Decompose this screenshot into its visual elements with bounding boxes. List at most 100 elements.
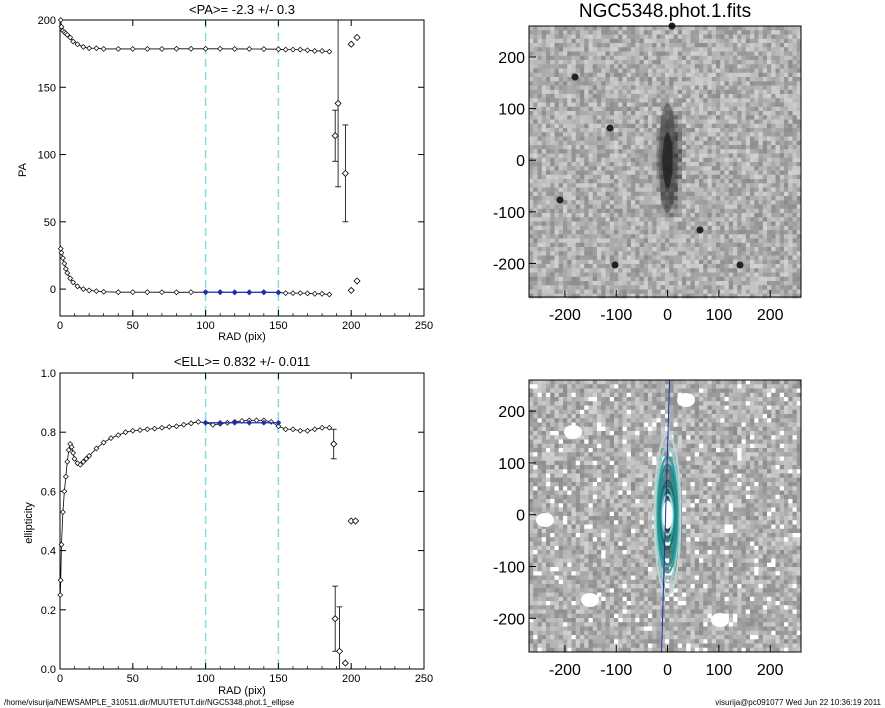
galaxy-pixel (792, 85, 798, 91)
galaxy-pixel (571, 200, 577, 205)
galaxy-pixel (767, 200, 772, 205)
galaxy-pixel (750, 128, 755, 133)
galaxy-pixel (694, 51, 700, 57)
iso-pixel (546, 426, 551, 432)
iso-pixel (550, 635, 555, 640)
galaxy-pixel (784, 157, 789, 163)
galaxy-pixel (618, 89, 623, 95)
galaxy-pixel (656, 183, 662, 188)
galaxy-pixel (737, 98, 742, 103)
galaxy-pixel (541, 119, 547, 125)
galaxy-pixel (686, 89, 691, 95)
galaxy-pixel (652, 30, 657, 35)
iso-pixel (537, 452, 543, 457)
galaxy-pixel (584, 85, 589, 91)
galaxy-pixel (699, 293, 704, 299)
pa-point (58, 249, 65, 256)
galaxy-pixel (580, 119, 585, 125)
iso-pixel (558, 409, 564, 415)
galaxy-pixel (631, 221, 636, 227)
galaxy-pixel (720, 264, 725, 269)
galaxy-pixel (754, 30, 759, 35)
galaxy-star (611, 261, 619, 269)
galaxy-pixel (537, 43, 543, 48)
galaxy-pixel (575, 259, 581, 265)
galaxy-pixel (643, 213, 649, 218)
galaxy-pixel (656, 174, 662, 180)
galaxy-pixel (694, 208, 700, 214)
iso-pixel (533, 431, 538, 436)
galaxy-pixel (707, 140, 713, 146)
galaxy-pixel (716, 170, 721, 176)
galaxy-pixel (622, 217, 628, 222)
galaxy-pixel (626, 136, 632, 142)
galaxy-pixel (605, 238, 611, 244)
galaxy-pixel (643, 111, 649, 116)
galaxy-pixel (733, 281, 738, 286)
galaxy-pixel (779, 94, 785, 99)
galaxy-pixel (648, 85, 653, 91)
galaxy-pixel (771, 174, 776, 180)
galaxy-pixel (677, 153, 683, 159)
galaxy-pixel (652, 64, 657, 69)
galaxy-pixel (618, 153, 623, 159)
galaxy-pixel (775, 72, 781, 78)
galaxy-pixel (728, 145, 734, 150)
galaxy-pixel (546, 132, 551, 137)
galaxy-pixel (690, 30, 696, 35)
galaxy-pixel (554, 196, 560, 201)
iso-pixel (554, 571, 560, 576)
galaxy-pixel (762, 281, 768, 286)
galaxy-pixel (550, 123, 555, 129)
galaxy-pixel (758, 179, 764, 184)
galaxy-pixel (597, 230, 602, 235)
galaxy-pixel (669, 30, 674, 35)
galaxy-pixel (724, 149, 730, 154)
galaxy-pixel (711, 162, 717, 167)
galaxy-pixel (750, 72, 755, 78)
galaxy-pixel (537, 111, 543, 116)
pa-point (202, 45, 209, 52)
galaxy-pixel (699, 68, 704, 74)
iso-pixel (563, 482, 568, 487)
galaxy-pixel (618, 196, 623, 201)
galaxy-pixel (601, 123, 606, 129)
galaxy-pixel (652, 213, 657, 218)
galaxy-pixel (652, 276, 657, 282)
galaxy-pixel (546, 38, 551, 44)
galaxy-pixel (724, 162, 730, 167)
galaxy-pixel (711, 259, 717, 265)
galaxy-pixel (567, 47, 572, 52)
iso-pixel (541, 584, 547, 589)
galaxy-pixel (733, 191, 738, 197)
iso-pixel (537, 443, 543, 449)
galaxy-pixel (767, 94, 772, 99)
galaxy-pixel (592, 38, 598, 44)
galaxy-pixel (771, 140, 776, 146)
galaxy-pixel (639, 106, 645, 112)
iso-pixel (563, 435, 568, 440)
galaxy-pixel (690, 196, 696, 201)
galaxy-pixel (575, 170, 581, 176)
galaxy-pixel (737, 34, 742, 40)
galaxy-pixel (626, 213, 632, 218)
galaxy-pixel (660, 251, 666, 256)
galaxy-pixel (660, 268, 666, 273)
galaxy-pixel (580, 132, 585, 137)
galaxy-pixel (601, 68, 606, 74)
galaxy-pixel (618, 106, 623, 112)
galaxy-pixel (660, 242, 666, 248)
galaxy-pixel (588, 89, 594, 95)
galaxy-pixel (550, 234, 555, 239)
galaxy-pixel (724, 285, 730, 290)
galaxy-pixel (703, 217, 708, 222)
iso-pixel (546, 579, 551, 585)
ell-point (173, 423, 180, 430)
galaxy-pixel (792, 264, 798, 269)
galaxy-pixel (597, 128, 602, 133)
iso-pixel (558, 465, 564, 470)
galaxy-pixel (767, 132, 772, 137)
iso-pixel (537, 473, 543, 479)
galaxy-pixel (724, 225, 730, 231)
galaxy-pixel (758, 43, 764, 48)
